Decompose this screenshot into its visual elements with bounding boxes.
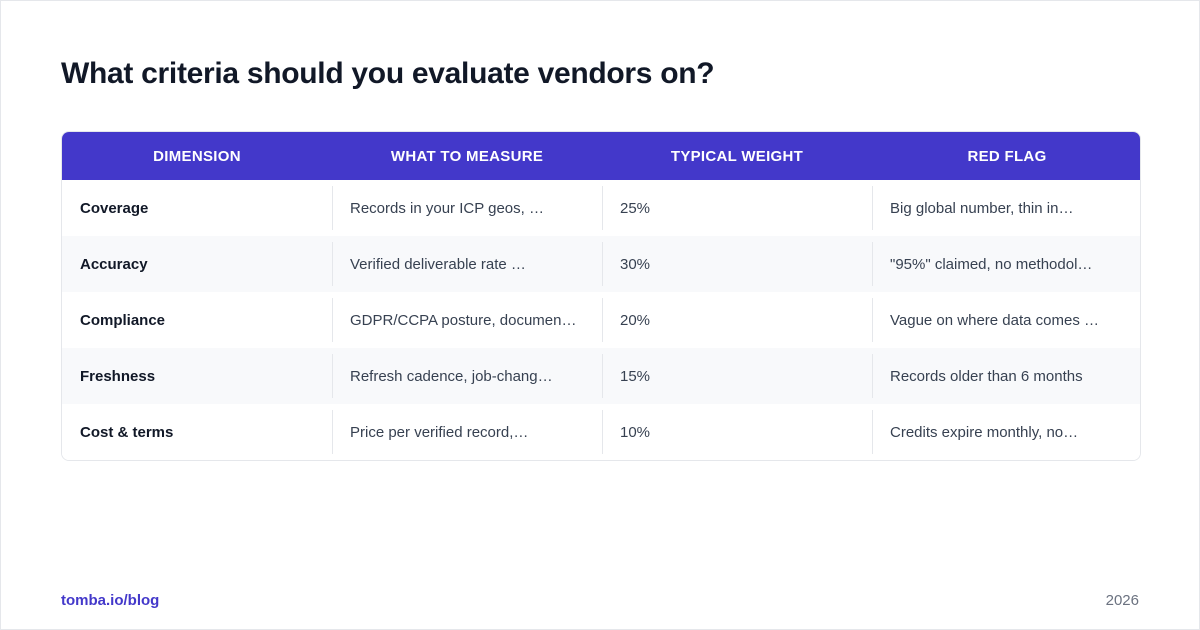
table-row: Compliance GDPR/CCPA posture, documen… 2… — [62, 292, 1140, 348]
table-row: Cost & terms Price per verified record,…… — [62, 404, 1140, 460]
cell-red-flag: Big global number, thin in… — [872, 180, 1140, 236]
cell-what-to-measure: Price per verified record,… — [332, 404, 602, 460]
cell-red-flag: Vague on where data comes … — [872, 292, 1140, 348]
cell-red-flag: Records older than 6 months — [872, 348, 1140, 404]
page-title: What criteria should you evaluate vendor… — [61, 57, 715, 90]
table-row: Accuracy Verified deliverable rate … 30%… — [62, 236, 1140, 292]
cell-what-to-measure: GDPR/CCPA posture, documen… — [332, 292, 602, 348]
cell-dimension: Freshness — [80, 367, 156, 385]
cell-typical-weight: 10% — [602, 404, 872, 460]
cell-what-to-measure: Records in your ICP geos, … — [332, 180, 602, 236]
header-typical-weight: TYPICAL WEIGHT — [670, 147, 804, 165]
cell-typical-weight: 15% — [602, 348, 872, 404]
cell-what-to-measure: Verified deliverable rate … — [332, 236, 602, 292]
criteria-table: DIMENSION WHAT TO MEASURE TYPICAL WEIGHT… — [61, 131, 1141, 461]
table-row: Coverage Records in your ICP geos, … 25%… — [62, 180, 1140, 236]
header-what-to-measure: WHAT TO MEASURE — [390, 147, 544, 165]
cell-what-to-measure: Refresh cadence, job-chang… — [332, 348, 602, 404]
cell-dimension: Accuracy — [80, 255, 148, 273]
header-red-flag: RED FLAG — [967, 147, 1047, 165]
cell-typical-weight: 20% — [602, 292, 872, 348]
cell-dimension: Compliance — [80, 311, 166, 329]
cell-dimension: Cost & terms — [80, 423, 174, 441]
table-header: DIMENSION WHAT TO MEASURE TYPICAL WEIGHT… — [62, 132, 1140, 180]
cell-red-flag: Credits expire monthly, no… — [872, 404, 1140, 460]
cell-dimension: Coverage — [80, 199, 149, 217]
cell-typical-weight: 25% — [602, 180, 872, 236]
cell-typical-weight: 30% — [602, 236, 872, 292]
header-dimension: DIMENSION — [153, 147, 241, 165]
cell-red-flag: "95%" claimed, no methodol… — [872, 236, 1140, 292]
blog-link[interactable]: tomba.io/blog — [61, 592, 160, 609]
footer-year: 2026 — [1105, 592, 1139, 609]
table-row: Freshness Refresh cadence, job-chang… 15… — [62, 348, 1140, 404]
